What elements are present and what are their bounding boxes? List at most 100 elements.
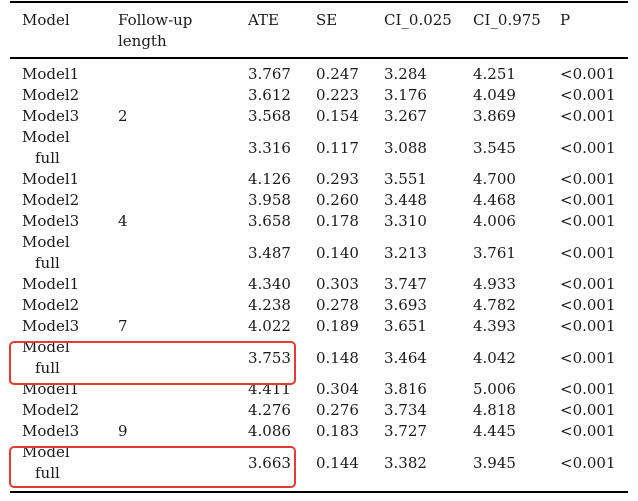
cell-ci-high: 3.545 — [473, 139, 516, 157]
cell-ci-low: 3.088 — [384, 139, 427, 157]
header-model: Model — [22, 11, 70, 29]
header-se: SE — [316, 11, 338, 29]
cell-ci-high: 4.393 — [473, 317, 516, 335]
cell-model-line2: full — [35, 464, 60, 482]
cell-p: <0.001 — [560, 86, 616, 104]
cell-ate: 3.612 — [248, 86, 291, 104]
header-ci-low: CI_0.025 — [384, 11, 452, 29]
cell-ci-low: 3.267 — [384, 107, 427, 125]
table-row: Model1 4.340 0.303 3.747 4.933 <0.001 — [0, 274, 638, 295]
cell-ci-low: 3.727 — [384, 422, 427, 440]
cell-ci-low: 3.284 — [384, 65, 427, 83]
cell-ci-low: 3.693 — [384, 296, 427, 314]
cell-ci-high: 4.818 — [473, 401, 516, 419]
cell-model: Model1 — [22, 65, 80, 83]
cell-ci-low: 3.382 — [384, 454, 427, 472]
cell-ci-low: 3.464 — [384, 349, 427, 367]
highlight-box-followup-7 — [9, 341, 296, 385]
header-followup-line1: Follow-up — [118, 11, 193, 29]
table-row: Model1 4.126 0.293 3.551 4.700 <0.001 — [0, 169, 638, 190]
header-rule — [10, 57, 628, 59]
cell-p: <0.001 — [560, 380, 616, 398]
cell-model: Model2 — [22, 191, 80, 209]
table-row: Model3 4 3.658 0.178 3.310 4.006 <0.001 — [0, 211, 638, 232]
cell-se: 0.154 — [316, 107, 359, 125]
cell-model: Model3 — [22, 422, 80, 440]
cell-model: Model1 — [22, 170, 80, 188]
cell-model-line2: full — [35, 149, 60, 167]
cell-ci-low: 3.551 — [384, 170, 427, 188]
cell-p: <0.001 — [560, 212, 616, 230]
cell-se: 0.189 — [316, 317, 359, 335]
cell-ci-low: 3.176 — [384, 86, 427, 104]
cell-followup: 7 — [118, 317, 128, 335]
cell-p: <0.001 — [560, 296, 616, 314]
cell-p: <0.001 — [560, 244, 616, 262]
cell-ate: 4.086 — [248, 422, 291, 440]
table-row: Model3 7 4.022 0.189 3.651 4.393 <0.001 — [0, 316, 638, 337]
cell-ci-high: 3.869 — [473, 107, 516, 125]
cell-ci-high: 5.006 — [473, 380, 516, 398]
table-row: Model2 3.958 0.260 3.448 4.468 <0.001 — [0, 190, 638, 211]
table-row: Model2 3.612 0.223 3.176 4.049 <0.001 — [0, 85, 638, 106]
cell-model: Model3 — [22, 212, 80, 230]
cell-ci-low: 3.213 — [384, 244, 427, 262]
cell-ate: 4.126 — [248, 170, 291, 188]
cell-model-line2: full — [35, 359, 60, 377]
header-followup-line2: length — [118, 32, 167, 50]
cell-p: <0.001 — [560, 139, 616, 157]
cell-ci-high: 4.468 — [473, 191, 516, 209]
cell-ci-high: 4.049 — [473, 86, 516, 104]
table-row: Model1 3.767 0.247 3.284 4.251 <0.001 — [0, 64, 638, 85]
cell-ate: 4.340 — [248, 275, 291, 293]
cell-p: <0.001 — [560, 170, 616, 188]
table-row: Model full 3.753 0.148 3.464 4.042 <0.001 — [0, 337, 638, 379]
header-ci-high: CI_0.975 — [473, 11, 541, 29]
cell-ate: 3.958 — [248, 191, 291, 209]
cell-se: 0.140 — [316, 244, 359, 262]
cell-ci-low: 3.448 — [384, 191, 427, 209]
cell-se: 0.304 — [316, 380, 359, 398]
table-row: Model full 3.487 0.140 3.213 3.761 <0.001 — [0, 232, 638, 274]
cell-p: <0.001 — [560, 107, 616, 125]
cell-ate: 3.753 — [248, 349, 291, 367]
cell-se: 0.144 — [316, 454, 359, 472]
cell-p: <0.001 — [560, 422, 616, 440]
cell-ci-high: 4.445 — [473, 422, 516, 440]
header-followup: Follow-up length — [118, 10, 192, 52]
table-row: Model3 9 4.086 0.183 3.727 4.445 <0.001 — [0, 421, 638, 442]
cell-model: Model full — [22, 127, 70, 169]
cell-se: 0.303 — [316, 275, 359, 293]
cell-se: 0.117 — [316, 139, 359, 157]
cell-se: 0.278 — [316, 296, 359, 314]
highlight-box-followup-9 — [9, 446, 296, 488]
cell-model: Model2 — [22, 401, 80, 419]
cell-followup: 9 — [118, 422, 128, 440]
table-row: Model2 4.238 0.278 3.693 4.782 <0.001 — [0, 295, 638, 316]
cell-p: <0.001 — [560, 65, 616, 83]
cell-ate: 3.487 — [248, 244, 291, 262]
cell-model: Model1 — [22, 275, 80, 293]
cell-se: 0.148 — [316, 349, 359, 367]
cell-followup: 2 — [118, 107, 128, 125]
cell-se: 0.247 — [316, 65, 359, 83]
cell-se: 0.178 — [316, 212, 359, 230]
cell-followup: 4 — [118, 212, 128, 230]
cell-ci-high: 4.933 — [473, 275, 516, 293]
cell-ate: 3.568 — [248, 107, 291, 125]
cell-p: <0.001 — [560, 317, 616, 335]
cell-model: Model3 — [22, 317, 80, 335]
cell-ci-high: 4.700 — [473, 170, 516, 188]
cell-model-line1: Model — [22, 233, 70, 251]
cell-model-line2: full — [35, 254, 60, 272]
header-ate: ATE — [248, 11, 279, 29]
cell-ci-low: 3.651 — [384, 317, 427, 335]
cell-ci-high: 4.782 — [473, 296, 516, 314]
cell-se: 0.276 — [316, 401, 359, 419]
cell-model: Model3 — [22, 107, 80, 125]
table-row: Model3 2 3.568 0.154 3.267 3.869 <0.001 — [0, 106, 638, 127]
cell-ate: 3.658 — [248, 212, 291, 230]
cell-se: 0.293 — [316, 170, 359, 188]
cell-p: <0.001 — [560, 191, 616, 209]
cell-ate: 4.276 — [248, 401, 291, 419]
